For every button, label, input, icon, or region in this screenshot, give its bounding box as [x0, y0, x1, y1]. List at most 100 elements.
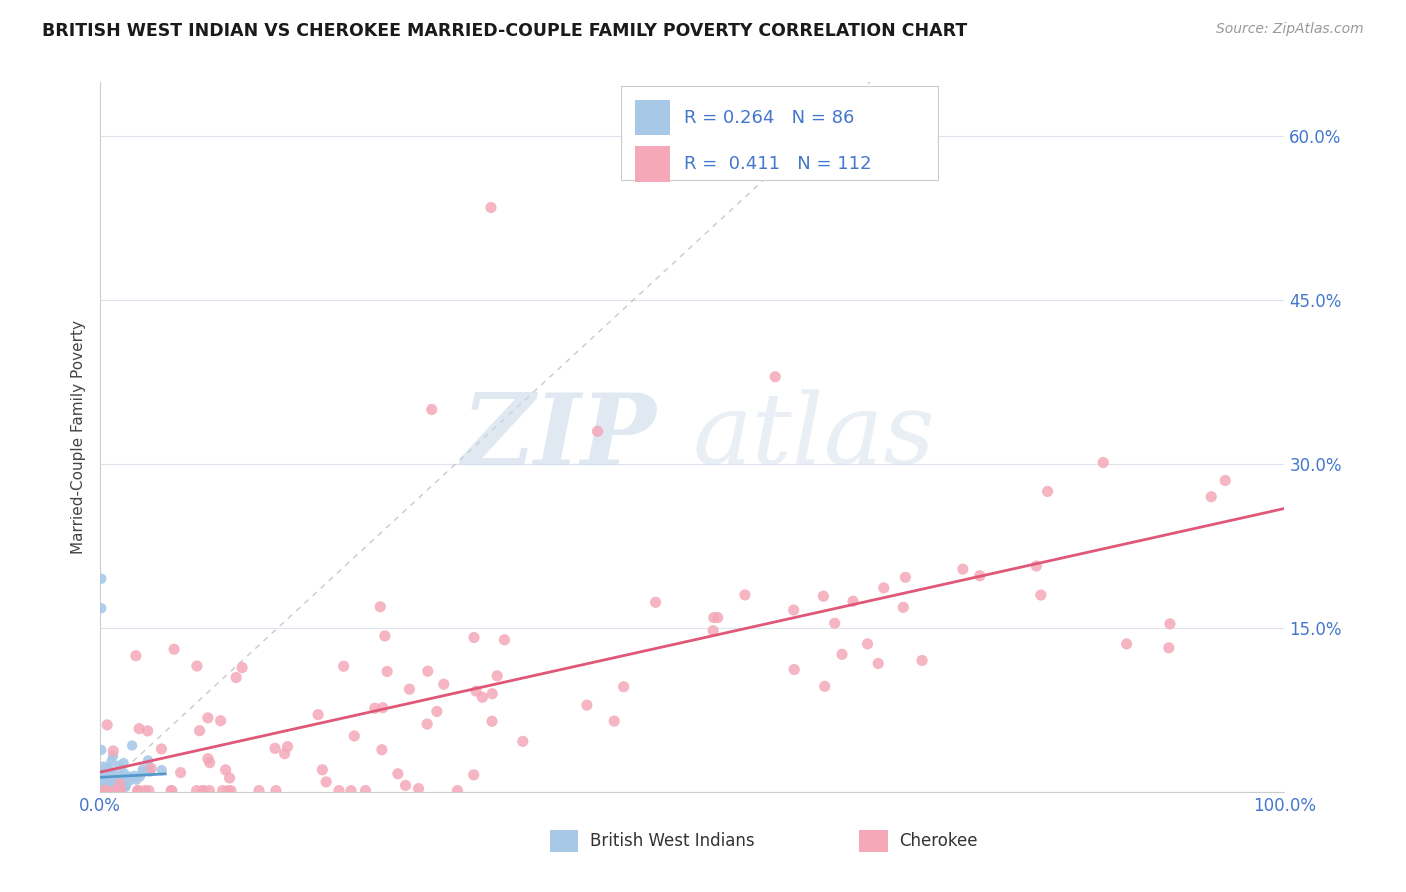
Point	[100, 754, 122, 768]
Point	[512, 734, 534, 748]
Point	[734, 588, 756, 602]
Point	[132, 762, 155, 776]
Point	[93, 783, 115, 797]
Point	[198, 783, 221, 797]
Point	[117, 774, 139, 789]
Point	[218, 771, 240, 785]
Point	[831, 647, 853, 661]
Point	[94, 783, 117, 797]
Point	[408, 781, 430, 796]
Point	[129, 770, 152, 784]
Point	[191, 783, 214, 797]
Point	[1159, 616, 1181, 631]
Point	[824, 616, 846, 631]
Point	[481, 687, 503, 701]
Point	[107, 778, 129, 792]
Point	[90, 783, 112, 797]
Point	[96, 777, 118, 791]
Point	[91, 771, 114, 785]
Point	[90, 783, 112, 797]
Point	[94, 775, 117, 789]
Point	[94, 783, 117, 797]
Point	[100, 781, 122, 796]
Point	[307, 707, 329, 722]
Point	[101, 748, 124, 763]
Point	[398, 682, 420, 697]
Point	[110, 768, 132, 782]
Point	[264, 741, 287, 756]
Point	[91, 783, 114, 797]
Point	[97, 780, 120, 795]
Point	[112, 773, 135, 788]
Point	[96, 718, 118, 732]
Point	[141, 761, 163, 775]
Point	[110, 783, 132, 797]
Point	[108, 758, 131, 772]
Point	[1029, 588, 1052, 602]
Point	[125, 648, 148, 663]
Point	[122, 769, 145, 783]
Point	[465, 684, 488, 698]
Point	[375, 665, 398, 679]
Point	[494, 632, 516, 647]
Point	[103, 744, 125, 758]
Point	[98, 764, 121, 779]
Point	[97, 761, 120, 775]
Point	[94, 783, 117, 797]
Point	[93, 782, 115, 797]
Point	[96, 772, 118, 787]
Point	[108, 777, 131, 791]
Point	[91, 783, 114, 797]
Point	[150, 763, 173, 777]
Point	[110, 770, 132, 784]
Point	[603, 714, 626, 728]
Point	[107, 775, 129, 789]
Point	[486, 669, 509, 683]
Point	[186, 783, 208, 797]
Point	[90, 781, 112, 796]
Point	[150, 742, 173, 756]
Text: ZIP: ZIP	[461, 389, 657, 485]
Point	[894, 570, 917, 584]
Point	[426, 705, 449, 719]
Point	[90, 769, 112, 783]
Point	[463, 631, 485, 645]
Point	[1213, 474, 1236, 488]
Point	[94, 783, 117, 797]
Point	[101, 773, 124, 788]
Point	[273, 747, 295, 761]
Point	[160, 783, 183, 797]
Point	[103, 783, 125, 797]
Point	[93, 783, 115, 797]
Point	[94, 783, 117, 797]
Point	[209, 714, 232, 728]
Point	[198, 756, 221, 770]
Point	[969, 568, 991, 582]
Point	[217, 783, 239, 797]
Point	[127, 783, 149, 797]
Point	[703, 610, 725, 624]
Point	[103, 779, 125, 793]
Point	[354, 783, 377, 797]
Point	[91, 783, 114, 797]
Point	[131, 765, 153, 780]
Point	[91, 773, 114, 788]
Point	[952, 562, 974, 576]
Point	[368, 599, 391, 614]
Point	[471, 690, 494, 705]
Point	[1036, 484, 1059, 499]
Point	[394, 779, 416, 793]
Point	[328, 783, 350, 797]
Point	[121, 739, 143, 753]
Point	[111, 780, 134, 794]
Point	[160, 783, 183, 797]
Point	[118, 770, 141, 784]
Point	[340, 783, 363, 797]
Point	[416, 717, 439, 731]
Point	[97, 782, 120, 797]
Point	[763, 369, 786, 384]
Point	[371, 700, 394, 714]
Point	[211, 783, 233, 797]
Point	[277, 739, 299, 754]
Point	[91, 772, 114, 787]
